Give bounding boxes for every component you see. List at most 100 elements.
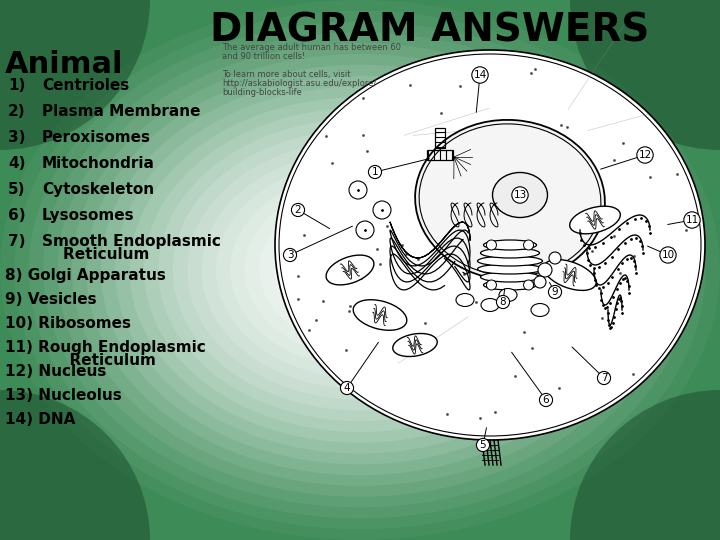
Text: Mitochondria: Mitochondria xyxy=(42,156,155,171)
Ellipse shape xyxy=(499,288,517,301)
Text: Peroxisomes: Peroxisomes xyxy=(42,130,151,145)
Ellipse shape xyxy=(456,294,474,307)
Ellipse shape xyxy=(570,0,720,150)
Text: Smooth Endoplasmic: Smooth Endoplasmic xyxy=(42,234,221,249)
Text: 11) Rough Endoplasmic: 11) Rough Endoplasmic xyxy=(5,340,206,355)
Ellipse shape xyxy=(480,272,539,282)
Text: 9) Vesicles: 9) Vesicles xyxy=(5,292,96,307)
Text: 13: 13 xyxy=(513,190,526,200)
Text: 13) Nucleolus: 13) Nucleolus xyxy=(5,388,122,403)
Text: The average adult human has between 60: The average adult human has between 60 xyxy=(222,43,401,52)
Ellipse shape xyxy=(480,248,539,258)
Ellipse shape xyxy=(484,280,536,290)
Text: 10) Ribosomes: 10) Ribosomes xyxy=(5,316,131,331)
Ellipse shape xyxy=(288,216,432,324)
Text: 8) Golgi Apparatus: 8) Golgi Apparatus xyxy=(5,268,166,283)
Text: Animal: Animal xyxy=(5,50,124,79)
Text: 6): 6) xyxy=(8,208,26,223)
Text: building-blocks-life: building-blocks-life xyxy=(222,88,302,97)
Text: http://askabiologist.asu.edu/explore/: http://askabiologist.asu.edu/explore/ xyxy=(222,79,377,88)
Ellipse shape xyxy=(481,299,499,312)
Text: 11: 11 xyxy=(685,215,698,225)
Ellipse shape xyxy=(0,0,150,150)
Ellipse shape xyxy=(202,151,518,389)
Text: Centrioles: Centrioles xyxy=(42,78,130,93)
Text: 12) Nucleus: 12) Nucleus xyxy=(5,364,107,379)
Circle shape xyxy=(349,181,367,199)
Ellipse shape xyxy=(130,97,590,443)
Circle shape xyxy=(523,240,534,250)
Ellipse shape xyxy=(570,390,720,540)
Text: 9: 9 xyxy=(552,287,558,297)
Ellipse shape xyxy=(216,162,504,378)
Ellipse shape xyxy=(101,76,619,464)
Ellipse shape xyxy=(492,172,547,218)
Ellipse shape xyxy=(317,238,403,302)
Ellipse shape xyxy=(275,50,705,440)
Text: 10: 10 xyxy=(662,250,675,260)
Text: 4): 4) xyxy=(8,156,25,171)
Text: Lysosomes: Lysosomes xyxy=(42,208,135,223)
Text: 1): 1) xyxy=(8,78,25,93)
Ellipse shape xyxy=(29,22,691,518)
Ellipse shape xyxy=(570,206,621,234)
Text: Plasma Membrane: Plasma Membrane xyxy=(42,104,200,119)
Ellipse shape xyxy=(158,119,562,421)
Circle shape xyxy=(356,221,374,239)
Text: DIAGRAM ANSWERS: DIAGRAM ANSWERS xyxy=(210,12,649,50)
Text: 3: 3 xyxy=(287,250,293,260)
Text: 2: 2 xyxy=(294,205,301,215)
Ellipse shape xyxy=(346,259,374,281)
Text: 13: 13 xyxy=(513,190,526,200)
Ellipse shape xyxy=(354,300,407,330)
Circle shape xyxy=(538,263,552,277)
Circle shape xyxy=(373,201,391,219)
Circle shape xyxy=(487,280,497,290)
Ellipse shape xyxy=(274,205,446,335)
Ellipse shape xyxy=(187,140,533,400)
Ellipse shape xyxy=(544,260,596,291)
Ellipse shape xyxy=(477,264,542,274)
Circle shape xyxy=(549,252,561,264)
Ellipse shape xyxy=(531,303,549,316)
Ellipse shape xyxy=(415,120,605,280)
Ellipse shape xyxy=(58,43,662,497)
Circle shape xyxy=(523,280,534,290)
Text: 6: 6 xyxy=(543,395,549,405)
Text: 14) DNA: 14) DNA xyxy=(5,412,76,427)
Ellipse shape xyxy=(115,86,605,454)
Ellipse shape xyxy=(484,240,536,250)
Circle shape xyxy=(534,276,546,288)
Ellipse shape xyxy=(331,248,389,292)
Text: 1: 1 xyxy=(372,167,378,177)
Text: and 90 trillion cells!: and 90 trillion cells! xyxy=(222,52,305,61)
Text: 12: 12 xyxy=(639,150,652,160)
Ellipse shape xyxy=(72,54,648,486)
Ellipse shape xyxy=(392,334,437,356)
Ellipse shape xyxy=(245,184,475,356)
Ellipse shape xyxy=(144,108,576,432)
Text: 4: 4 xyxy=(343,383,351,393)
Text: To learn more about cells, visit: To learn more about cells, visit xyxy=(222,70,351,79)
Text: 7: 7 xyxy=(600,373,607,383)
Ellipse shape xyxy=(477,256,542,266)
Ellipse shape xyxy=(0,390,150,540)
Text: 3): 3) xyxy=(8,130,25,145)
Text: 14: 14 xyxy=(473,70,487,80)
Ellipse shape xyxy=(326,255,374,285)
Ellipse shape xyxy=(43,32,677,508)
Text: 2): 2) xyxy=(8,104,26,119)
Text: 5: 5 xyxy=(480,440,486,450)
Text: Reticulum: Reticulum xyxy=(38,353,156,368)
Text: Cytoskeleton: Cytoskeleton xyxy=(42,182,154,197)
Ellipse shape xyxy=(259,194,461,346)
Text: 13: 13 xyxy=(513,190,526,200)
Text: 7): 7) xyxy=(8,234,25,249)
Bar xyxy=(435,128,445,148)
Ellipse shape xyxy=(173,130,547,410)
Bar xyxy=(427,150,453,160)
Ellipse shape xyxy=(302,227,418,313)
Circle shape xyxy=(487,240,497,250)
Text: 8: 8 xyxy=(500,297,506,307)
Ellipse shape xyxy=(86,65,634,475)
